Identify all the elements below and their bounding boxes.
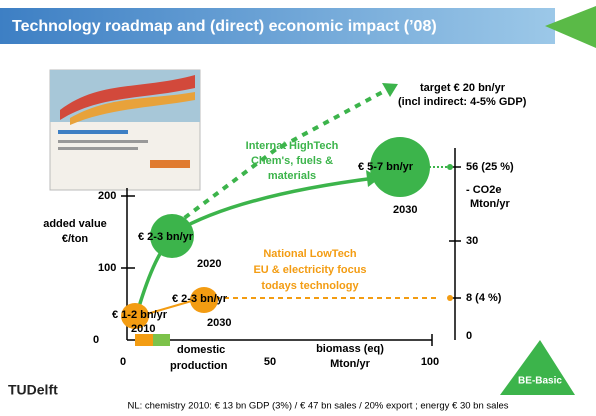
title-bar: [0, 8, 555, 44]
left-axis-label: 0: [93, 334, 99, 346]
logo-left: TUDelft: [8, 382, 58, 398]
bubble-2030-high: [370, 137, 430, 197]
logo-right-shape: [500, 340, 575, 395]
left-axis-label: €/ton: [62, 233, 89, 245]
lowtech-value: € 2-3 bn/yr: [172, 293, 228, 305]
arrow-head: [382, 83, 398, 97]
lowtech-label: EU & electricity focus: [253, 264, 366, 276]
bubble-2030-low: [190, 287, 218, 313]
right-axis-label: 30: [466, 235, 478, 247]
lowtech-year: 2030: [207, 317, 231, 329]
x-tick-label: 50: [264, 356, 276, 368]
target-path: [173, 86, 391, 227]
x-tick-label: 100: [421, 356, 439, 368]
bubble-2020: [150, 214, 194, 258]
dot: [447, 164, 453, 170]
lowtech-label: National LowTech: [263, 248, 357, 260]
value-2020: € 2-3 bn/yr: [138, 231, 194, 243]
book-image: [49, 69, 201, 191]
x-axis-label: Mton/yr: [330, 358, 370, 370]
x-axis-label: biomass (eq): [316, 343, 384, 355]
hightech-year: 2030: [393, 204, 417, 216]
left-axis-label: added value: [43, 218, 107, 230]
footer: NL: chemistry 2010: € 13 bn GDP (3%) / €…: [127, 401, 508, 412]
hightech-label: Chem's, fuels &: [251, 155, 333, 167]
right-axis-label: - CO2e: [466, 184, 501, 196]
right-axis-label: 56 (25 %): [466, 161, 514, 173]
hightech-label: Internat HighTech: [246, 140, 339, 152]
dot: [447, 295, 453, 301]
bubble-2010: [121, 303, 149, 329]
target: (incl indirect: 4-5% GDP): [398, 96, 527, 108]
lowtech-label: todays technology: [261, 280, 359, 292]
left-axis-label: 200: [98, 190, 116, 202]
domestic-label: production: [170, 360, 228, 372]
title-triangle: [545, 6, 596, 48]
right-axis-label: Mton/yr: [470, 198, 510, 210]
lowtech-path: [139, 299, 196, 317]
x-tick-label: 0: [120, 356, 126, 368]
left-axis-label: 100: [98, 262, 116, 274]
hightech-value: € 5-7 bn/yr: [358, 161, 414, 173]
logo-right: BE-Basic: [518, 376, 562, 387]
title: Technology roadmap and (direct) economic…: [12, 18, 437, 35]
domestic-label: domestic: [177, 344, 225, 356]
hightech-label: materials: [268, 170, 316, 182]
start-value: € 1-2 bn/yr: [112, 309, 168, 321]
right-axis-label: 0: [466, 330, 472, 342]
start-year: 2010: [131, 323, 155, 335]
hightech-path: [136, 176, 376, 311]
domestic-bar-orange: [135, 334, 153, 346]
right-axis-label: 8 (4 %): [466, 292, 502, 304]
target: target € 20 bn/yr: [420, 82, 506, 94]
year-2020: 2020: [197, 258, 221, 270]
